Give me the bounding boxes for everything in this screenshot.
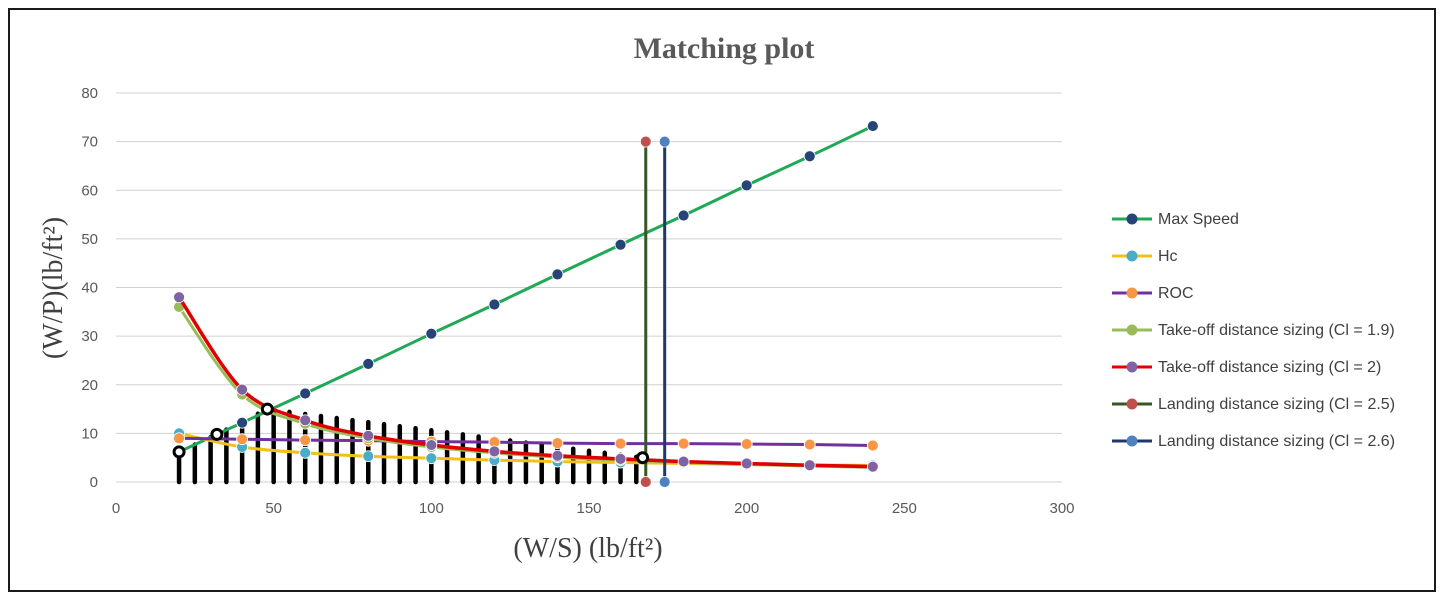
roc-point: [299, 434, 312, 447]
y-tick-label: 50: [81, 231, 98, 248]
take-off-distance-sizing-cl-2-point: [866, 460, 879, 473]
max-speed-point: [614, 238, 627, 251]
hc-point: [362, 450, 375, 463]
max-speed-point: [551, 268, 564, 281]
take-off-distance-sizing-cl-2-point: [551, 449, 564, 462]
x-tick-label: 50: [265, 500, 282, 517]
roc-point: [677, 437, 690, 450]
take-off-distance-sizing-cl-2-point: [299, 414, 312, 427]
legend-marker-max-speed: [1126, 213, 1138, 225]
x-axis-title: (W/S) (lb/ft²): [513, 533, 662, 564]
take-off-distance-sizing-cl-2-point: [677, 455, 690, 468]
feasible-boundary-points: [172, 402, 650, 465]
roc-point: [740, 438, 753, 450]
feasible-boundary-point: [260, 402, 274, 416]
legend-label-take-off-distance-sizing-cl-2: Take-off distance sizing (Cl = 2): [1158, 359, 1381, 376]
y-tick-label: 60: [81, 182, 98, 199]
legend-label-take-off-distance-sizing-cl-1-9: Take-off distance sizing (Cl = 1.9): [1158, 322, 1395, 339]
y-tick-label: 20: [81, 377, 98, 394]
max-speed-point: [488, 298, 501, 311]
legend-marker-hc: [1126, 250, 1138, 262]
chart-frame: [8, 8, 1436, 592]
hc-point: [425, 452, 438, 465]
take-off-distance-sizing-cl-2-point: [362, 429, 375, 442]
x-tick-label: 300: [1049, 500, 1074, 517]
chart-title: Matching plot: [634, 32, 815, 65]
landing-distance-sizing-cl-2-6-point: [658, 476, 671, 488]
roc-point: [614, 437, 627, 450]
legend-marker-take-off-distance-sizing-cl-1-9: [1126, 324, 1138, 336]
take-off-distance-sizing-cl-2-point: [425, 439, 438, 451]
max-speed-point: [425, 327, 438, 340]
feasible-boundary-point: [636, 451, 650, 465]
take-off-distance-sizing-cl-2-point: [803, 459, 816, 472]
legend-marker-landing-distance-sizing-cl-2-5: [1126, 398, 1138, 410]
x-tick-label: 150: [576, 500, 601, 517]
x-tick-label: 200: [734, 500, 759, 517]
take-off-distance-sizing-cl-2-point: [173, 291, 185, 304]
roc-point: [236, 433, 249, 446]
x-tick-labels: 0 50 100 150 200 250 300: [112, 500, 1075, 517]
legend-marker-roc: [1126, 287, 1138, 299]
x-tick-label: 250: [892, 500, 917, 517]
take-off-distance-sizing-cl-2-point: [236, 383, 249, 396]
y-tick-label: 40: [81, 280, 98, 297]
legend: Max Speed Hc ROC Take-off distance sizing (…: [1112, 211, 1395, 450]
legend-label-hc: Hc: [1158, 248, 1178, 265]
y-tick-labels: 0 10 20 30 40 50 60 70 80: [81, 85, 98, 491]
hc-point: [299, 446, 312, 459]
landing-distance-sizing-cl-2-6-point: [658, 135, 671, 148]
max-speed-point: [677, 209, 690, 222]
roc-point: [866, 439, 879, 452]
data-series: [173, 120, 879, 488]
legend-label-landing-distance-sizing-cl-2-5: Landing distance sizing (Cl = 2.5): [1158, 396, 1395, 413]
y-tick-label: 10: [81, 425, 98, 442]
legend-marker-landing-distance-sizing-cl-2-6: [1126, 435, 1138, 447]
legend-label-max-speed: Max Speed: [1158, 211, 1239, 228]
take-off-distance-sizing-cl-2-point: [740, 457, 753, 470]
roc-point: [173, 432, 185, 445]
legend-label-roc: ROC: [1158, 285, 1194, 302]
legend-marker-take-off-distance-sizing-cl-2: [1126, 361, 1138, 373]
legend-label-landing-distance-sizing-cl-2-6: Landing distance sizing (Cl = 2.6): [1158, 433, 1395, 450]
feasible-boundary-point: [172, 445, 186, 459]
roc-point: [551, 437, 564, 450]
max-speed-point: [236, 416, 249, 429]
max-speed-point: [362, 357, 375, 370]
y-tick-label: 30: [81, 328, 98, 345]
max-speed-point: [803, 150, 816, 163]
take-off-distance-sizing-cl-2-point: [488, 445, 501, 458]
x-tick-label: 100: [419, 500, 444, 517]
y-tick-label: 0: [90, 474, 98, 491]
y-axis-title: (W/P)(lb/ft²): [38, 217, 69, 359]
landing-distance-sizing-cl-2-5-point: [639, 135, 652, 148]
y-tick-label: 70: [81, 134, 98, 151]
max-speed-point: [740, 179, 753, 192]
y-tick-label: 80: [81, 85, 98, 102]
max-speed-line: [178, 124, 874, 454]
take-off-distance-sizing-cl-2-point: [614, 453, 627, 465]
landing-distance-sizing-cl-2-5-point: [639, 476, 652, 488]
max-speed-point: [299, 387, 312, 400]
x-tick-label: 0: [112, 500, 120, 517]
feasible-boundary-point: [210, 427, 224, 441]
max-speed-point: [866, 120, 879, 132]
roc-point: [803, 438, 816, 451]
